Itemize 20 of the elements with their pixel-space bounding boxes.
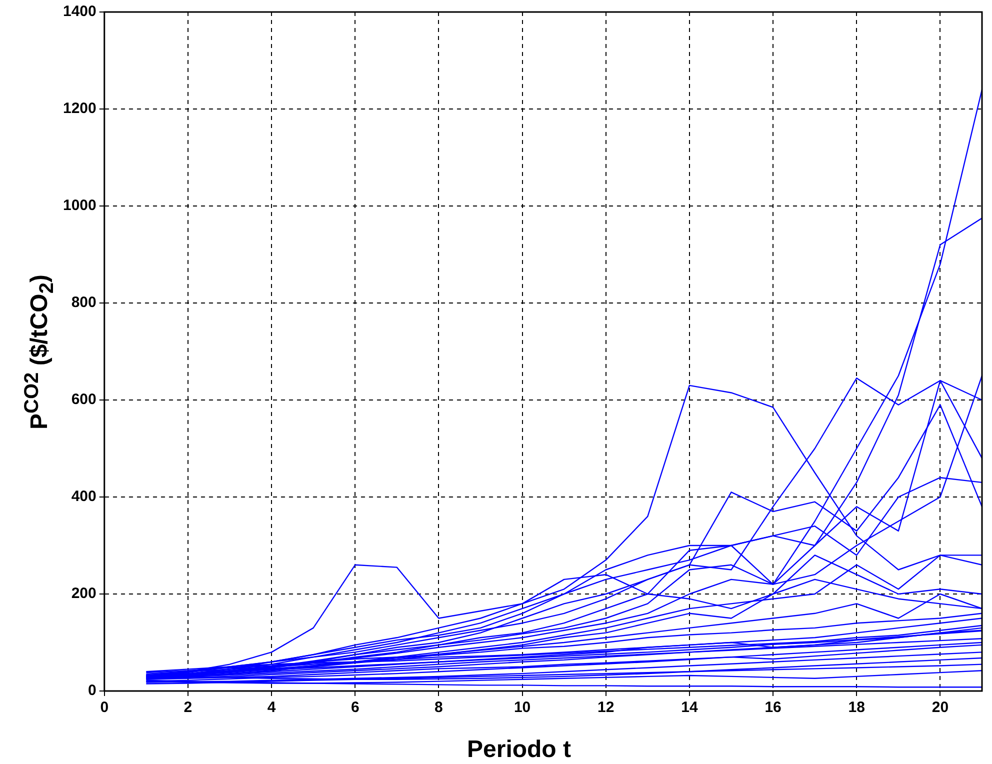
x-tick-label: 14 — [681, 699, 698, 716]
x-tick-label: 0 — [100, 699, 109, 716]
x-tick-label: 10 — [514, 699, 531, 716]
x-tick-label: 20 — [932, 699, 949, 716]
y-tick-label: 400 — [71, 488, 96, 506]
y-tick-label: 1400 — [62, 3, 96, 20]
y-tick-label: 600 — [71, 391, 96, 408]
x-tick-label: 16 — [764, 699, 782, 716]
x-tick-label: 2 — [184, 699, 192, 716]
x-tick-label: 6 — [350, 699, 360, 716]
y-tick-label: 1200 — [62, 100, 96, 118]
y-tick-label: 0 — [88, 682, 96, 700]
y-tick-label: 800 — [71, 294, 96, 312]
x-tick-label: 4 — [267, 699, 276, 716]
y-tick-label: 200 — [71, 585, 96, 602]
x-tick-label: 8 — [434, 699, 443, 716]
y-tick-label: 1000 — [62, 197, 96, 214]
x-tick-label: 18 — [848, 699, 865, 716]
x-tick-label: 12 — [598, 699, 614, 716]
x-axis-title: Periodo t — [466, 736, 572, 764]
